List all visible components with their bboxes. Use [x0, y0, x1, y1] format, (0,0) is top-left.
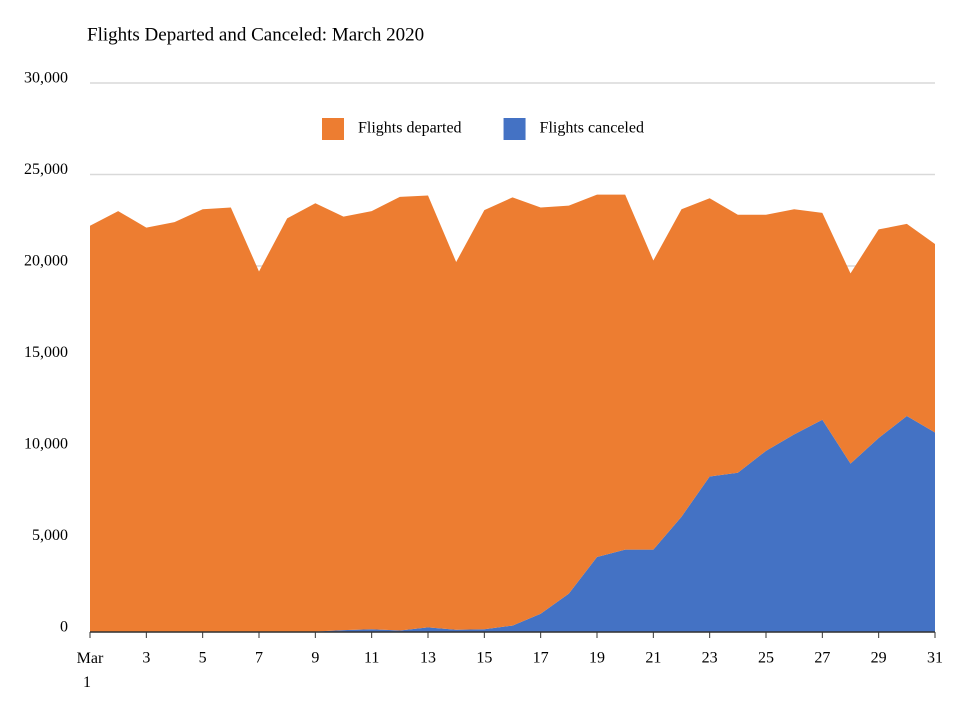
area [90, 416, 935, 632]
x-tick-label: 29 [871, 650, 887, 667]
x-tick-label: 17 [533, 650, 549, 667]
y-tick-label: 10,000 [24, 436, 68, 453]
x-tick-label: 15 [476, 650, 492, 667]
x-tick-label: 27 [814, 650, 830, 667]
y-tick-label: 5,000 [32, 527, 68, 544]
y-tick-label: 20,000 [24, 253, 68, 270]
x-tick-label: 31 [927, 650, 943, 667]
y-tick-label: 15,000 [24, 344, 68, 361]
x-tick-label: 13 [420, 650, 436, 667]
chart-title: Flights Departed and Canceled: March 202… [87, 24, 424, 45]
x-tick-label: 7 [255, 650, 263, 667]
legend-swatch [503, 118, 526, 140]
y-tick-label: 25,000 [24, 161, 68, 178]
y-tick-label: 0 [60, 619, 68, 636]
x-tick-label: 23 [702, 650, 718, 667]
x-tick-label: 11 [364, 650, 379, 667]
x-tick-label: 21 [645, 650, 661, 667]
x-tick-label: 3 [142, 650, 150, 667]
x-tick-label: 25 [758, 650, 774, 667]
x-tick-label: 19 [589, 650, 605, 667]
x-tick-label: 9 [311, 650, 319, 667]
y-tick-label: 30,000 [24, 70, 68, 87]
legend-swatch [322, 118, 344, 140]
area [90, 194, 935, 632]
x-tick-label: 5 [199, 650, 207, 667]
legend-label: Flights canceled [540, 120, 644, 137]
x-tick-label: Mar 1 [77, 650, 104, 691]
legend-label: Flights departed [358, 120, 462, 137]
